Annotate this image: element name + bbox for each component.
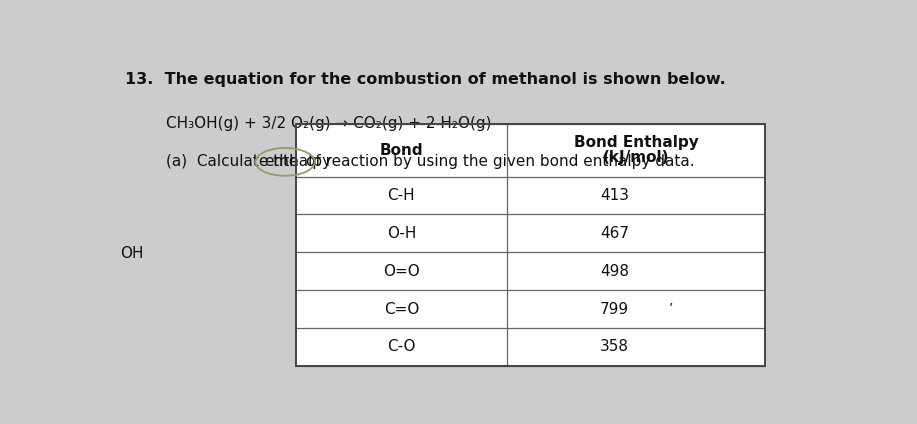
Text: O-H: O-H <box>387 226 416 241</box>
Text: of reaction by using the given bond enthalpy data.: of reaction by using the given bond enth… <box>306 154 694 169</box>
Text: Bond: Bond <box>380 143 423 158</box>
Text: 467: 467 <box>600 226 629 241</box>
Text: ʼ: ʼ <box>669 302 674 316</box>
Text: 13.  The equation for the combustion of methanol is shown below.: 13. The equation for the combustion of m… <box>126 72 726 87</box>
Text: (a)  Calculate the: (a) Calculate the <box>166 154 303 169</box>
Text: Bond Enthalpy: Bond Enthalpy <box>573 135 698 150</box>
Bar <box>296 124 765 366</box>
Text: 358: 358 <box>600 340 629 354</box>
Text: 799: 799 <box>600 301 629 317</box>
Text: 413: 413 <box>600 188 629 203</box>
Text: CH₃OH(g) + 3/2 O₂(g) → CO₂(g) + 2 H₂O(g): CH₃OH(g) + 3/2 O₂(g) → CO₂(g) + 2 H₂O(g) <box>166 116 492 131</box>
Text: C-H: C-H <box>388 188 415 203</box>
Text: OH: OH <box>120 246 144 261</box>
Text: 498: 498 <box>600 264 629 279</box>
Bar <box>296 124 765 366</box>
Text: (kJ/mol): (kJ/mol) <box>602 150 669 165</box>
Text: C-O: C-O <box>387 340 415 354</box>
Text: C=O: C=O <box>383 301 419 317</box>
Text: O=O: O=O <box>383 264 420 279</box>
Text: enthalpy: enthalpy <box>264 154 331 169</box>
